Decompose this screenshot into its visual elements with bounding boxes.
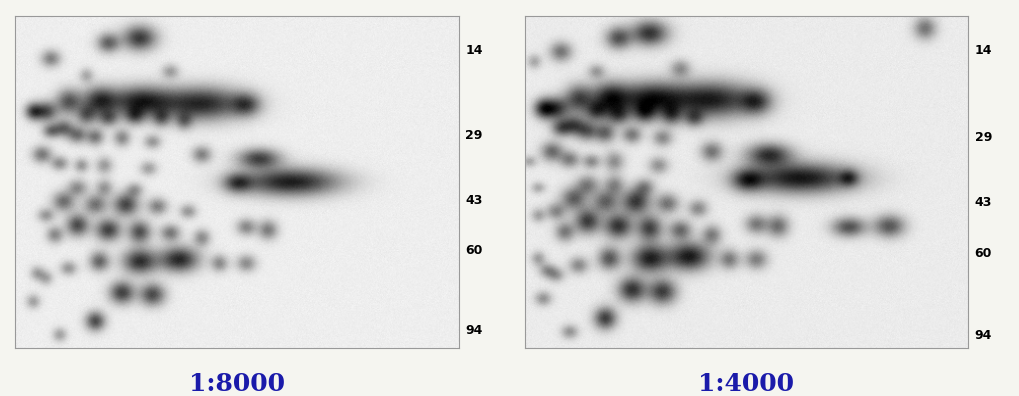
Text: 60: 60 [466,244,483,257]
Text: 94: 94 [466,324,483,337]
Text: 60: 60 [975,247,993,260]
Text: 43: 43 [975,196,993,209]
Text: 29: 29 [466,129,483,142]
Text: 43: 43 [466,194,483,207]
Text: 94: 94 [975,329,993,342]
Text: 1:4000: 1:4000 [698,372,795,396]
Text: 14: 14 [975,44,993,57]
Text: 14: 14 [466,44,483,57]
Text: 1:8000: 1:8000 [189,372,285,396]
Text: 29: 29 [975,131,993,144]
